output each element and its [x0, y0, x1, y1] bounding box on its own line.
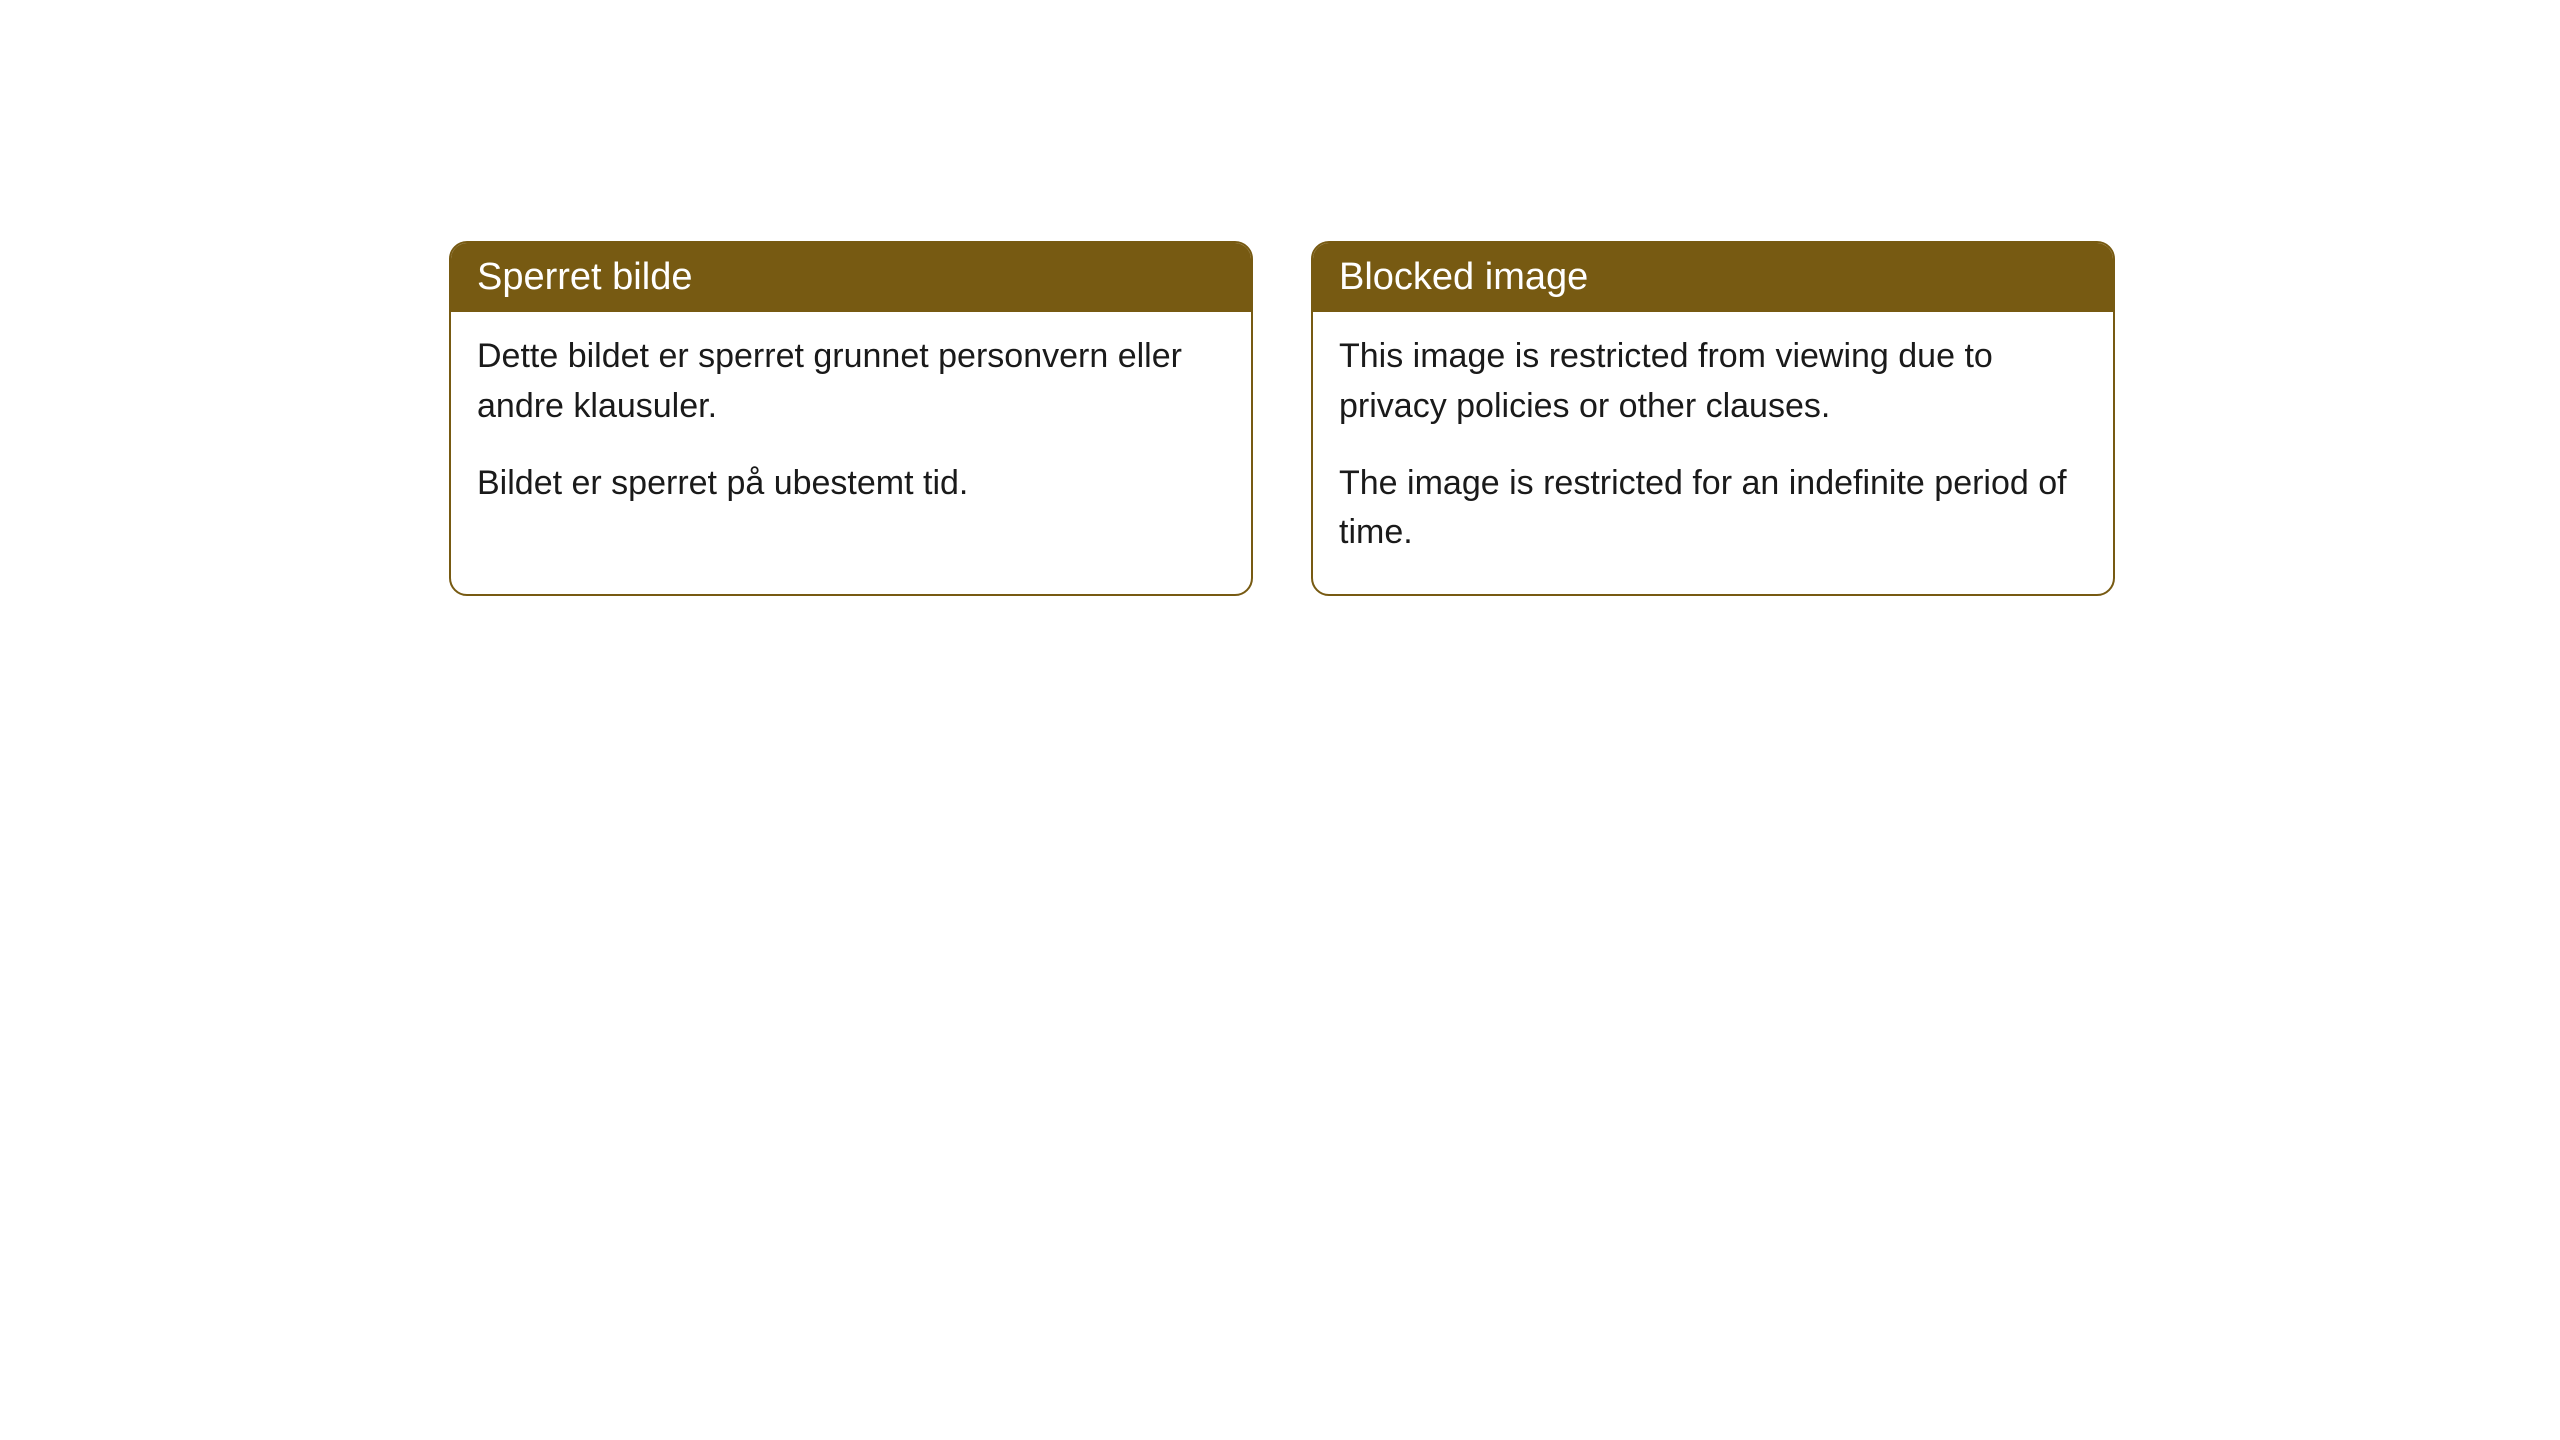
card-body: This image is restricted from viewing du… [1313, 312, 2113, 593]
notice-cards-container: Sperret bilde Dette bildet er sperret gr… [449, 241, 2115, 596]
card-paragraph: The image is restricted for an indefinit… [1339, 459, 2087, 558]
card-paragraph: Dette bildet er sperret grunnet personve… [477, 332, 1225, 431]
card-body: Dette bildet er sperret grunnet personve… [451, 312, 1251, 544]
card-header: Blocked image [1313, 243, 2113, 312]
card-header: Sperret bilde [451, 243, 1251, 312]
card-paragraph: This image is restricted from viewing du… [1339, 332, 2087, 431]
notice-card-norwegian: Sperret bilde Dette bildet er sperret gr… [449, 241, 1253, 596]
notice-card-english: Blocked image This image is restricted f… [1311, 241, 2115, 596]
card-title: Blocked image [1339, 256, 1588, 298]
card-paragraph: Bildet er sperret på ubestemt tid. [477, 459, 1225, 508]
card-title: Sperret bilde [477, 256, 692, 298]
